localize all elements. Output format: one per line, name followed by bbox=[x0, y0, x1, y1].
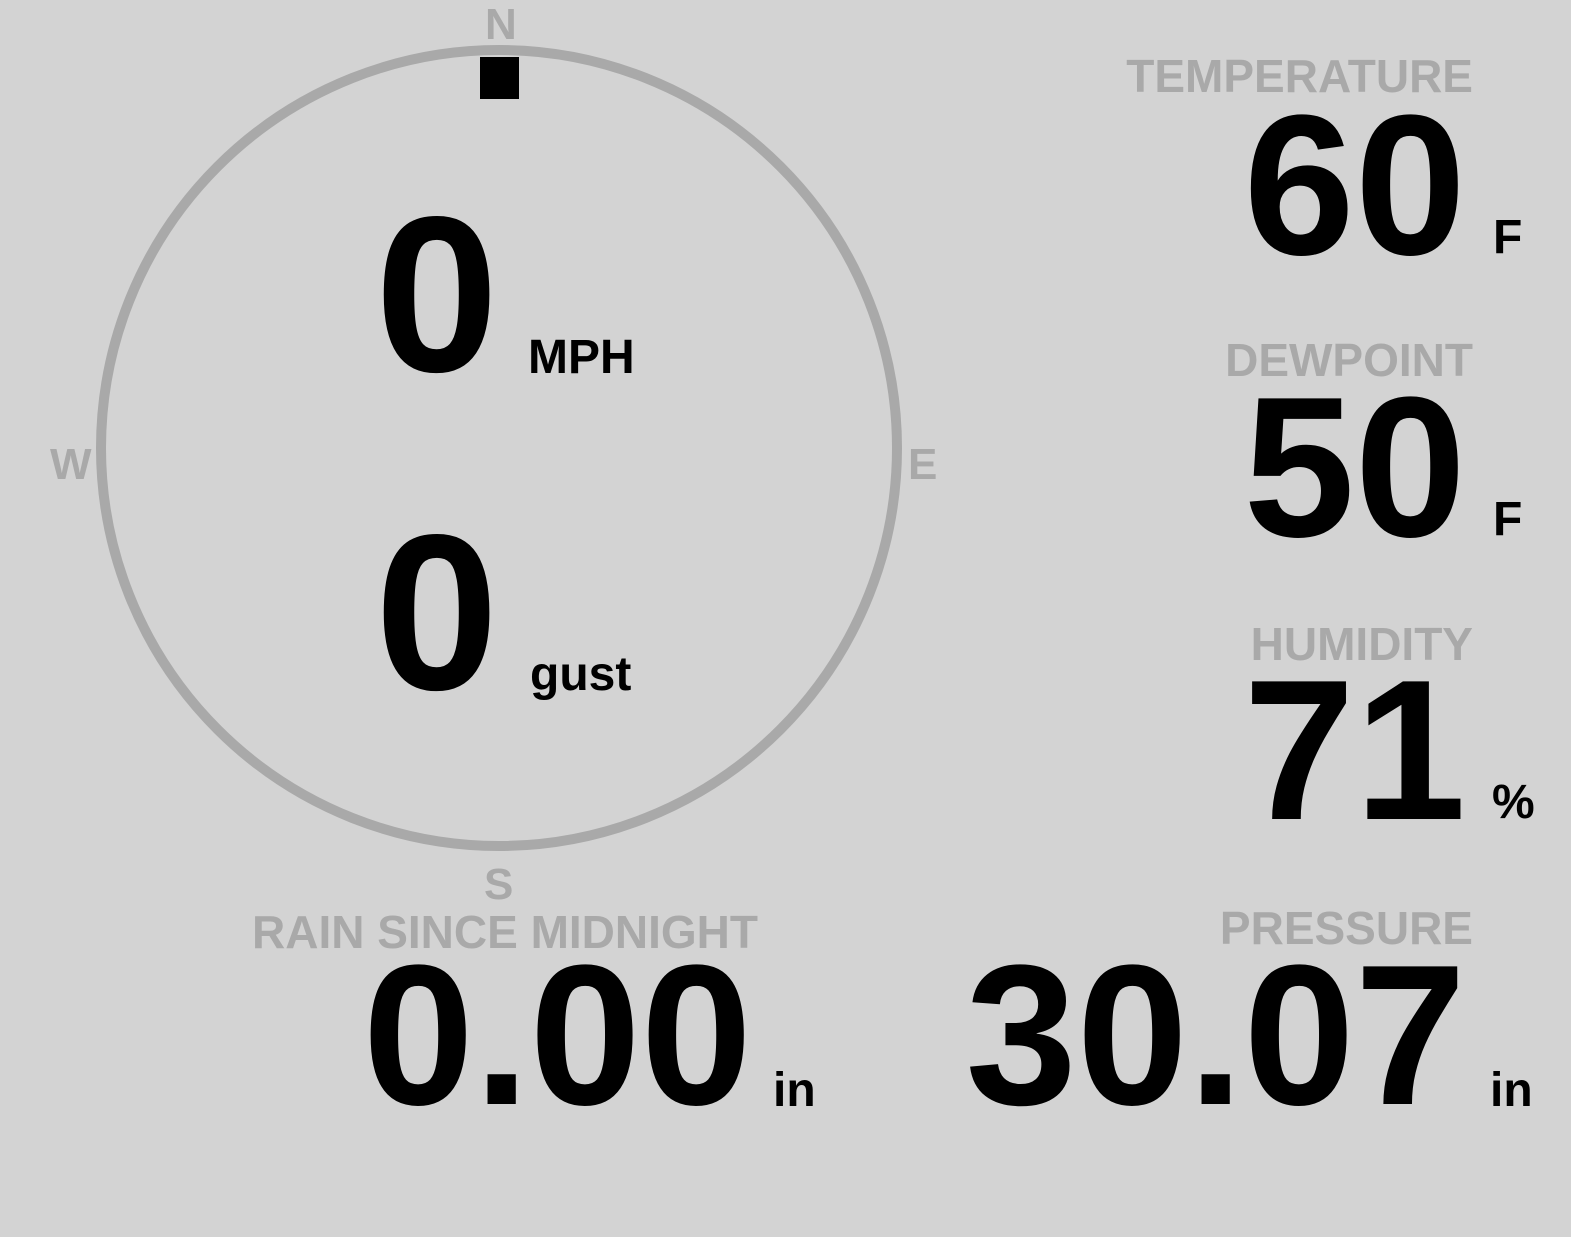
compass-west: W bbox=[50, 440, 92, 489]
compass-east: E bbox=[908, 440, 938, 489]
compass-ring bbox=[96, 45, 902, 851]
compass-south: S bbox=[484, 860, 514, 909]
humidity-value: 71 bbox=[1243, 639, 1466, 862]
dewpoint-value: 50 bbox=[1243, 356, 1466, 579]
rain-label: RAIN SINCE MIDNIGHT bbox=[252, 906, 758, 958]
pressure-value: 30.07 bbox=[965, 924, 1467, 1147]
temperature-label: TEMPERATURE bbox=[1126, 50, 1473, 102]
rain-value: 0.00 bbox=[362, 924, 752, 1147]
wind-gust-value: 0 bbox=[375, 489, 499, 737]
humidity-label: HUMIDITY bbox=[1250, 618, 1473, 670]
pressure-unit: in bbox=[1490, 1064, 1533, 1117]
wind-gust-unit: gust bbox=[530, 648, 632, 701]
wind-direction-marker bbox=[480, 57, 519, 99]
temperature-unit: F bbox=[1493, 211, 1523, 264]
rain-unit: in bbox=[773, 1064, 816, 1117]
humidity-unit: % bbox=[1492, 776, 1535, 829]
wind-speed-unit: MPH bbox=[528, 331, 635, 384]
wind-speed-value: 0 bbox=[375, 171, 499, 419]
dewpoint-label: DEWPOINT bbox=[1225, 334, 1473, 386]
dewpoint-unit: F bbox=[1493, 493, 1523, 546]
pressure-label: PRESSURE bbox=[1219, 902, 1473, 954]
temperature-value: 60 bbox=[1243, 74, 1466, 297]
compass-north: N bbox=[485, 0, 517, 49]
